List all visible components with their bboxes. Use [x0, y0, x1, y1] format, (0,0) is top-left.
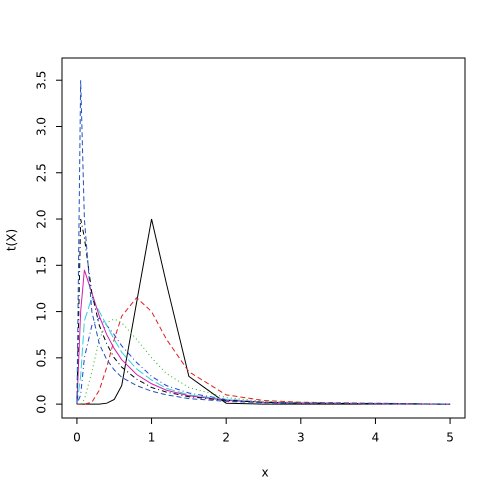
y-tick-label: 0.5 [35, 348, 49, 367]
y-tick-label: 3.0 [35, 117, 49, 136]
x-tick-label: 0 [73, 431, 81, 445]
y-tick-label: 1.5 [35, 256, 49, 275]
y-tick-label: 2.0 [35, 209, 49, 228]
series-line [76, 218, 451, 405]
plot-box [61, 57, 466, 419]
y-tick-label: 0.0 [35, 395, 49, 414]
series-line [76, 318, 451, 405]
y-tick-label: 2.5 [35, 163, 49, 182]
x-tick-label: 4 [372, 431, 380, 445]
series-line [76, 80, 451, 405]
series-line [76, 296, 451, 405]
series-line [76, 218, 451, 405]
x-tick-label: 5 [446, 431, 454, 445]
x-tick-label: 3 [297, 431, 305, 445]
x-tick-label: 2 [222, 431, 230, 445]
x-tick-label: 1 [148, 431, 156, 445]
series-line [76, 296, 451, 405]
series-line [76, 317, 451, 405]
y-tick-label: 3.5 [35, 71, 49, 90]
x-axis-label: x [261, 466, 268, 480]
y-axis-label: t(X) [5, 229, 19, 251]
y-tick-label: 1.0 [35, 302, 49, 321]
